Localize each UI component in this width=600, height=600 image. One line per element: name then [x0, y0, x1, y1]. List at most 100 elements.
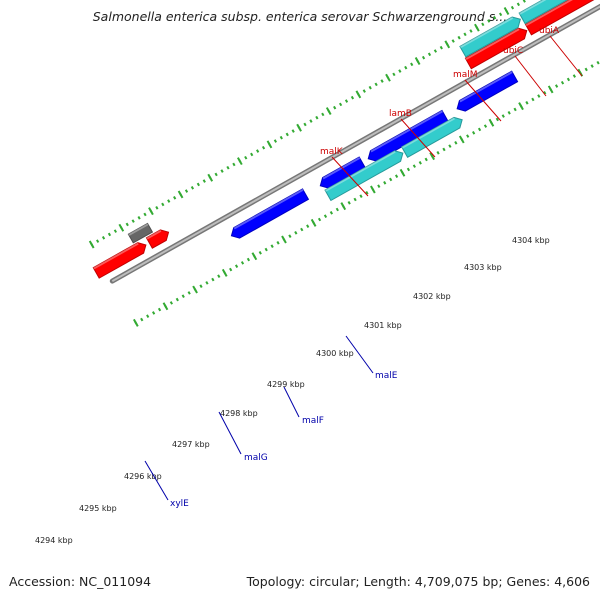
outer-tick-minor-tick: [190, 185, 195, 190]
outer-tick-minor-tick: [469, 29, 473, 33]
outer-tick-major-tick: [118, 223, 125, 232]
gene-label-malG: malG: [244, 453, 268, 463]
outer-tick-minor-tick: [273, 139, 278, 143]
outer-tick-minor-tick: [510, 5, 515, 10]
inner-tick-minor-tick: [365, 191, 369, 195]
scale-label: 4295 kbp: [79, 504, 117, 513]
inner-tick-minor-tick: [323, 214, 328, 218]
inner-tick-minor-tick: [258, 251, 262, 255]
reverse-gene-xylE-shine: [233, 188, 304, 230]
outer-tick-minor-tick: [433, 49, 438, 53]
outer-tick-minor-tick: [457, 35, 461, 40]
outer-tick-major-tick: [385, 73, 391, 82]
gene-label-xylE: xylE: [170, 499, 189, 509]
inner-tick-minor-tick: [175, 297, 179, 302]
outer-tick-minor-tick: [125, 222, 129, 227]
outer-tick-minor-tick: [392, 72, 396, 77]
outer-tick-minor-tick: [481, 22, 485, 27]
inner-tick-minor-tick: [477, 127, 482, 132]
inner-tick-major-tick: [310, 218, 317, 227]
inner-tick-minor-tick: [377, 184, 381, 188]
outer-tick-minor-tick: [404, 65, 408, 70]
outer-tick-minor-tick: [184, 189, 189, 193]
inner-tick-minor-tick: [537, 94, 541, 98]
outer-tick-minor-tick: [226, 165, 230, 170]
inner-tick-minor-tick: [560, 80, 565, 85]
inner-tick-minor-tick: [234, 264, 239, 268]
scale-label: 4296 kbp: [124, 472, 162, 481]
inner-tick-major-tick: [488, 118, 495, 127]
inner-tick-major-tick: [547, 85, 554, 94]
forward-gene-lamB: [524, 0, 595, 36]
feature-group: [92, 0, 595, 279]
inner-tick-minor-tick: [264, 247, 268, 252]
forward-gene-shine: [93, 242, 139, 270]
inner-tick-minor-tick: [495, 117, 499, 122]
inner-tick-major-tick: [281, 235, 287, 244]
gene-label-lamB: lamB: [389, 109, 412, 119]
inner-tick-minor-tick: [140, 317, 144, 322]
outer-tick-minor-tick: [398, 69, 402, 73]
outer-tick-minor-tick: [374, 82, 378, 87]
outer-tick-minor-tick: [487, 19, 491, 23]
inner-tick-minor-tick: [501, 114, 505, 118]
outer-tick-major-tick: [266, 140, 273, 149]
outer-tick-minor-tick: [113, 229, 118, 233]
outer-tick-major-tick: [444, 40, 451, 49]
inner-tick-minor-tick: [306, 224, 310, 228]
outer-tick-major-tick: [296, 123, 302, 132]
scale-label: 4303 kbp: [464, 263, 502, 272]
outer-tick-minor-tick: [303, 122, 307, 127]
outer-tick-minor-tick: [250, 152, 254, 157]
reverse-gene-malG-shine: [370, 110, 443, 153]
scale-label: 4298 kbp: [220, 409, 258, 418]
inner-tick-minor-tick: [152, 311, 156, 315]
outer-tick-minor-tick: [344, 99, 349, 103]
outer-tick-minor-tick: [131, 219, 135, 223]
inner-tick-minor-tick: [335, 207, 339, 212]
cyan-gene-shine: [401, 117, 455, 149]
inner-tick-minor-tick: [554, 84, 559, 88]
accession-text: Accession: NC_011094: [9, 574, 152, 589]
inner-tick-minor-tick: [199, 284, 203, 289]
outer-tick-minor-tick: [350, 95, 355, 100]
inner-tick-major-tick: [340, 202, 347, 211]
forward-gene-malK-shine: [465, 28, 520, 60]
reverse-gene-xylE: [230, 188, 310, 239]
cyan-gene: [518, 0, 568, 25]
gene-label-leader: [464, 79, 502, 122]
forward-gene-shine: [146, 229, 162, 240]
outer-tick-minor-tick: [161, 202, 165, 207]
inner-tick-major-tick: [251, 252, 258, 261]
gray-feature-shine: [128, 223, 149, 236]
scale-label: 4302 kbp: [413, 292, 451, 301]
outer-tick-major-tick: [148, 207, 154, 216]
outer-tick-minor-tick: [362, 89, 366, 93]
outer-tick-major-tick: [325, 107, 332, 116]
inner-tick-minor-tick: [531, 97, 535, 102]
inner-tick-minor-tick: [329, 211, 334, 215]
outer-tick-minor-tick: [96, 239, 100, 243]
cyan-gene: [324, 150, 404, 202]
outer-tick-minor-tick: [285, 132, 289, 137]
inner-tick-minor-tick: [347, 201, 351, 205]
outer-tick-minor-tick: [261, 145, 266, 150]
gene-label-leader: [331, 156, 369, 197]
inner-tick-minor-tick: [276, 241, 280, 245]
inner-tick-minor-tick: [240, 261, 245, 265]
outer-tick-major-tick: [88, 240, 95, 249]
inner-tick-minor-tick: [483, 124, 488, 128]
cyan-gene: [459, 16, 521, 58]
cyan-gene: [401, 116, 463, 159]
gene-label-leader: [345, 335, 374, 374]
gene-label-malM: malM: [453, 70, 478, 80]
inner-tick-minor-tick: [353, 197, 357, 202]
gene-label-malE: malE: [375, 371, 398, 381]
outer-tick-minor-tick: [463, 32, 467, 37]
inner-tick-minor-tick: [359, 194, 363, 198]
backbone-group: [109, 3, 600, 284]
inner-tick-minor-tick: [424, 157, 428, 162]
cyan-gene-shine: [459, 16, 514, 49]
outer-tick-minor-tick: [498, 12, 503, 17]
